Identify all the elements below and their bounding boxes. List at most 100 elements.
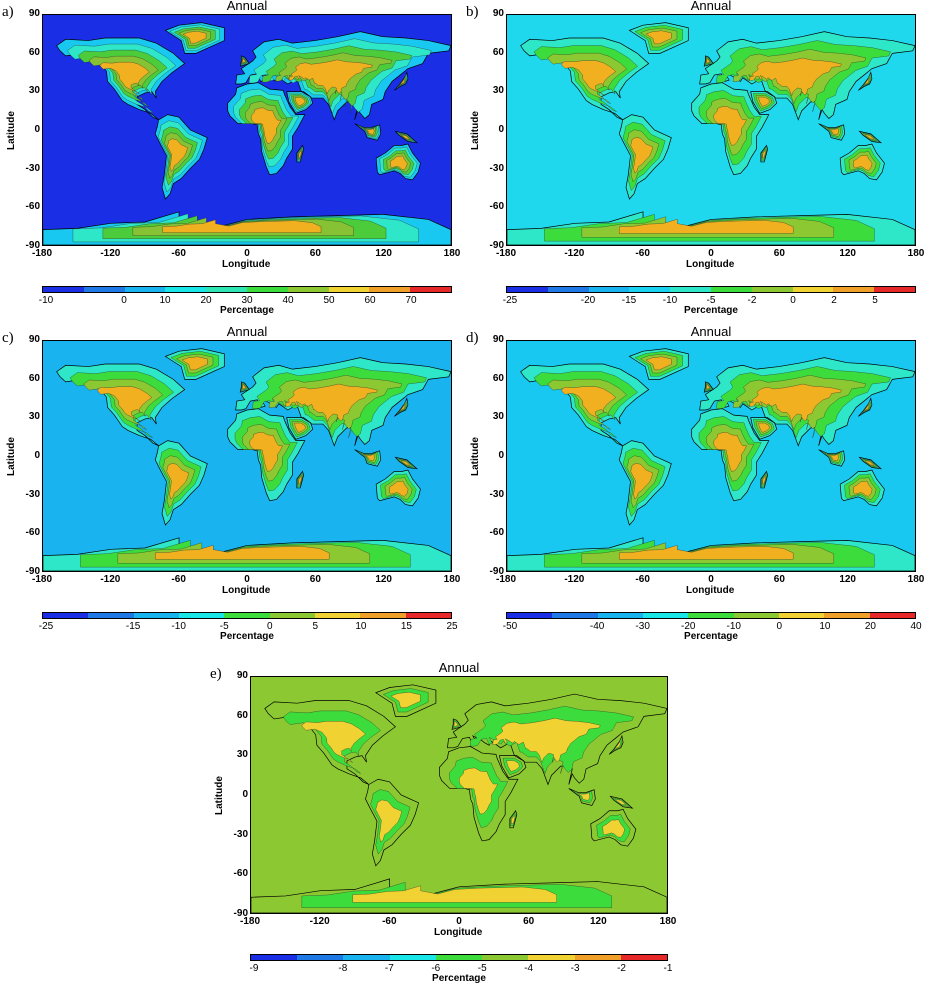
madagascar-contour-2: [511, 815, 516, 824]
colorbar-swatch: [124, 287, 166, 292]
colorbar-tick-label: 60: [364, 295, 376, 306]
x-tick-label: 60: [773, 574, 785, 585]
x-tick-label: 180: [907, 574, 925, 585]
y-tick-label: 30: [492, 411, 504, 423]
colorbar-swatch: [269, 613, 315, 618]
colorbar-swatch: [43, 613, 89, 618]
madagascar-contour-3: [762, 150, 766, 158]
australia-contour-2: [602, 819, 625, 838]
y-axis-label: Latitude: [470, 111, 481, 150]
colorbar-tick-label: -20: [580, 295, 596, 306]
colorbar-swatch: [435, 955, 483, 960]
uk-contour-2: [453, 721, 459, 727]
colorbar-tick-label: 15: [400, 621, 412, 632]
colorbar-swatch: [710, 287, 752, 292]
y-tick-label: -90: [489, 240, 504, 251]
map-frame: [42, 340, 452, 572]
south-america-contour-3: [630, 463, 654, 500]
panel-letter: d): [466, 330, 479, 346]
y-tick-label: 60: [236, 709, 248, 721]
new-guinea-contour-3: [864, 134, 875, 140]
colorbar-swatch: [251, 955, 298, 960]
panel-letter: b): [466, 4, 479, 20]
madagascar-contour-4: [298, 150, 302, 158]
madagascar-contour-3: [298, 476, 302, 484]
colorbar-tick-label: -7: [384, 963, 394, 974]
colorbar-swatch: [733, 613, 779, 618]
x-tick-label: 180: [443, 248, 461, 259]
colorbar-label: Percentage: [684, 305, 738, 316]
colorbar-swatch: [833, 287, 875, 292]
colorbar-tick-label: -15: [621, 295, 637, 306]
y-tick-label: 60: [28, 46, 40, 58]
colorbar-tick-label: -2: [617, 963, 626, 974]
colorbar-tick-label: 5: [872, 295, 878, 306]
new-guinea-contour-2: [615, 799, 627, 806]
x-tick-label: 60: [309, 574, 321, 585]
colorbar-tick-label: -50: [502, 621, 518, 632]
x-axis-label: Longitude: [222, 259, 271, 270]
colorbar-swatch: [389, 955, 436, 960]
y-tick-label: 90: [28, 334, 40, 345]
colorbar-tick-label: 70: [405, 295, 417, 306]
map-frame: [42, 14, 452, 246]
colorbar-swatch: [328, 287, 370, 292]
australia-contour-3: [389, 480, 409, 497]
x-tick-label: 180: [659, 916, 677, 927]
x-tick-label: -180: [495, 248, 516, 259]
colorbar-tick-label: 20: [864, 621, 876, 632]
colorbar-swatch: [224, 613, 270, 618]
colorbar-tick-label: -20: [680, 621, 696, 632]
colorbar-swatch: [688, 613, 734, 618]
australia-contour-3: [853, 154, 873, 171]
y-tick-label: -90: [233, 908, 248, 919]
colorbar-swatch: [547, 287, 589, 292]
south-america-contour-3: [166, 463, 190, 500]
x-tick-label: -180: [31, 574, 52, 585]
y-tick-label: 30: [28, 411, 40, 423]
colorbar-swatch: [343, 955, 390, 960]
y-tick-label: -90: [25, 566, 40, 577]
x-tick-label: -60: [171, 574, 186, 585]
colorbar-tick-label: 0: [776, 621, 783, 632]
x-tick-label: 120: [375, 574, 392, 585]
y-tick-label: -60: [25, 527, 40, 539]
south-america-contour-2: [375, 799, 402, 843]
y-axis-label: Latitude: [6, 437, 17, 476]
colorbar-tick-label: -5: [706, 295, 716, 306]
y-tick-label: 60: [28, 372, 40, 384]
new-guinea-contour-3: [400, 460, 411, 466]
greenland-contour-2: [390, 692, 421, 708]
colorbar-tick-label: 0: [121, 295, 127, 306]
colorbar-swatch: [405, 613, 451, 618]
south-america-contour-4: [167, 138, 188, 172]
colorbar-tick-label: -1: [663, 963, 673, 974]
x-tick-label: -120: [309, 916, 330, 927]
colorbar-swatch: [43, 287, 84, 292]
y-tick-label: 30: [28, 85, 40, 97]
colorbar-tick-label: -10: [662, 295, 678, 306]
panel-letter: c): [2, 330, 14, 346]
x-tick-label: -120: [564, 574, 585, 585]
colorbar-tick-label: 25: [446, 621, 458, 632]
x-tick-label: -60: [171, 248, 186, 259]
map-svg: [507, 341, 915, 571]
colorbar-tick-label: -9: [249, 963, 259, 974]
y-tick-label: -90: [25, 240, 40, 251]
arabia-contour-3: [758, 96, 770, 107]
colorbar-tick-label: 20: [200, 295, 212, 306]
colorbar-tick-label: -8: [338, 963, 348, 974]
madagascar-contour-3: [762, 476, 766, 484]
uk-contour-3: [241, 384, 247, 390]
japan-contour-3: [398, 403, 405, 412]
panel-title: Annual: [226, 324, 268, 339]
colorbar-tick-label: 2: [831, 295, 837, 306]
colorbar-swatch: [369, 287, 411, 292]
antarctica-contour-4: [162, 219, 322, 233]
y-tick-label: 0: [34, 124, 40, 135]
y-tick-label: 30: [492, 85, 504, 97]
eurasia-contour-2: [492, 717, 601, 763]
colorbar-swatch: [287, 287, 329, 292]
colorbar-tick-label: 10: [159, 295, 171, 306]
y-tick-label: -90: [489, 566, 504, 577]
